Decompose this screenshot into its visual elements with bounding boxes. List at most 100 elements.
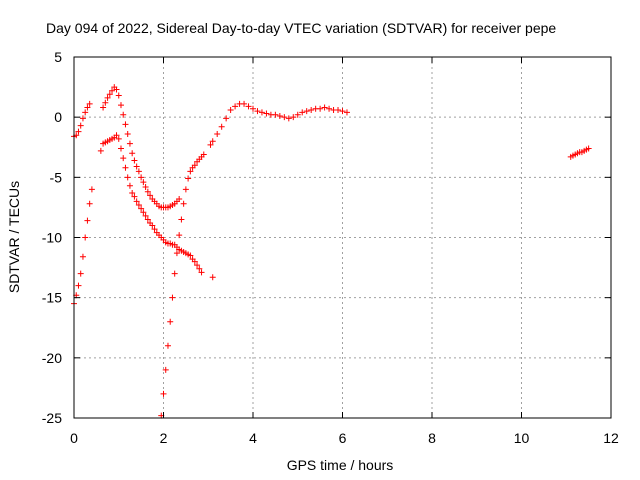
data-point [294, 111, 301, 118]
data-point [122, 164, 129, 171]
data-point [223, 115, 230, 122]
data-point [124, 131, 131, 138]
data-point [86, 200, 93, 207]
data-point [133, 198, 140, 205]
data-point [84, 104, 91, 111]
data-point [126, 182, 133, 189]
x-tick-label: 0 [70, 430, 78, 446]
data-point [79, 115, 86, 122]
data-point [79, 253, 86, 260]
x-tick-label: 12 [603, 430, 619, 446]
data-point [135, 168, 142, 175]
data-point [84, 217, 91, 224]
data-point [129, 189, 136, 196]
data-point [299, 109, 306, 116]
data-point [218, 123, 225, 130]
data-point [232, 103, 239, 110]
data-point [117, 102, 124, 109]
data-point [185, 175, 192, 182]
data-point [140, 209, 147, 216]
data-point [149, 222, 156, 229]
data-point [173, 250, 180, 257]
y-axis-title: SDTVAR / TECUs [6, 181, 22, 293]
data-point [317, 105, 324, 112]
data-point [281, 114, 288, 121]
data-point [187, 168, 194, 175]
data-points [71, 84, 592, 419]
data-point [147, 192, 154, 199]
y-tick-label: -5 [50, 169, 63, 185]
data-point [75, 282, 82, 289]
data-point [227, 106, 234, 113]
data-point [207, 141, 214, 148]
data-point [164, 342, 171, 349]
data-point [138, 174, 145, 181]
data-point [187, 252, 194, 259]
x-tick-label: 10 [514, 430, 530, 446]
y-tick-label: -25 [42, 410, 62, 426]
data-point [133, 163, 140, 170]
x-tick-label: 2 [160, 430, 168, 446]
data-point [77, 122, 84, 129]
data-point [254, 108, 261, 115]
data-point [75, 128, 82, 135]
data-point [82, 234, 89, 241]
y-tick-label: -20 [42, 350, 62, 366]
data-point [100, 104, 107, 111]
data-point [126, 140, 133, 147]
data-point [104, 94, 111, 101]
data-point [131, 193, 138, 200]
data-point [140, 179, 147, 186]
data-point [214, 131, 221, 138]
data-point [194, 262, 201, 269]
data-point [144, 188, 151, 195]
y-tick-label: -10 [42, 230, 62, 246]
data-point [122, 121, 129, 128]
y-tick-label: 0 [54, 109, 62, 125]
data-point [142, 183, 149, 190]
data-point [326, 105, 333, 112]
data-point [97, 147, 104, 154]
data-point [88, 186, 95, 193]
data-point [196, 265, 203, 272]
data-point [113, 86, 120, 93]
data-point [303, 108, 310, 115]
data-point [191, 258, 198, 265]
data-point [151, 226, 158, 233]
data-point [308, 106, 315, 113]
x-axis-title: GPS time / hours [287, 457, 394, 473]
x-tick-label: 8 [428, 430, 436, 446]
data-point [171, 270, 178, 277]
data-point [109, 87, 116, 94]
data-point [176, 232, 183, 239]
data-point [263, 110, 270, 117]
data-point [258, 109, 265, 116]
data-point [200, 151, 207, 158]
data-point [169, 294, 176, 301]
y-tick-label: 5 [54, 49, 62, 65]
y-axis-ticks: 5 0 -5 -10 -15 -20 -25 [42, 49, 611, 426]
grid [74, 57, 611, 418]
data-point [339, 108, 346, 115]
data-point [82, 109, 89, 116]
data-point [135, 202, 142, 209]
data-point [276, 112, 283, 119]
data-point [343, 109, 350, 116]
data-point [86, 100, 93, 107]
data-point [272, 111, 279, 118]
data-point [250, 105, 256, 112]
data-point [120, 155, 127, 162]
data-point [245, 103, 252, 110]
data-point [182, 186, 189, 193]
data-point [285, 115, 292, 122]
data-point [102, 99, 109, 106]
data-point [585, 145, 592, 152]
data-point [241, 100, 248, 107]
data-point [106, 91, 113, 98]
data-point [209, 138, 216, 145]
data-point [180, 200, 187, 207]
data-point [176, 195, 183, 202]
data-point [120, 111, 127, 118]
data-point [321, 104, 328, 111]
data-point [115, 92, 122, 99]
